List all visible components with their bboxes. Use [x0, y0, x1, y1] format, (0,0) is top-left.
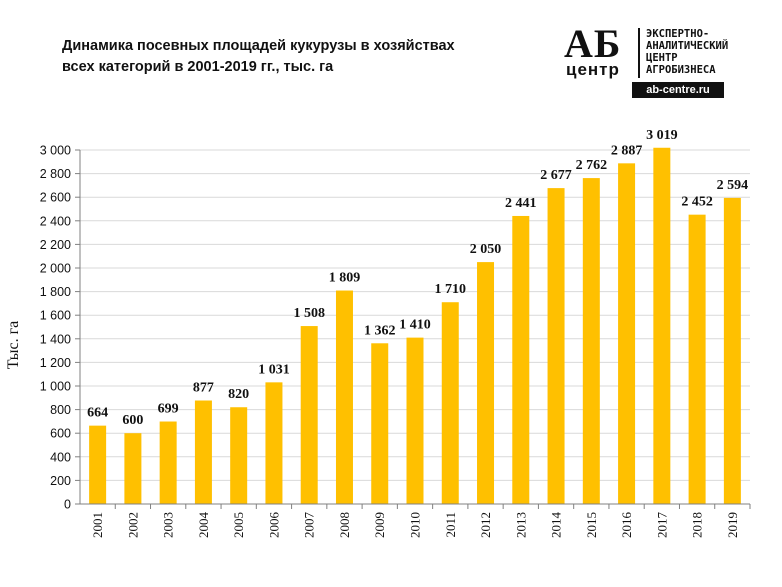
data-label-2003: 699 — [158, 402, 179, 417]
data-label-2018: 2 452 — [681, 195, 713, 210]
y-tick-labels: 0 200 400 600 800 1 000 1 200 1 400 1 600 1 800 2 … — [40, 144, 71, 512]
bars — [89, 147, 741, 505]
data-label-2002: 600 — [122, 413, 143, 428]
bar-2002 — [124, 433, 142, 504]
bar-2016 — [618, 163, 636, 505]
bar-2009 — [371, 343, 389, 504]
data-label-2011: 1 710 — [435, 282, 467, 297]
y-tick-label: 400 — [50, 450, 71, 464]
chart-title: Динамика посевных площадей кукурузы в хо… — [62, 36, 502, 78]
y-tick-label: 2 600 — [40, 191, 71, 205]
x-tick-label: 2018 — [690, 512, 705, 538]
data-label-2005: 820 — [228, 387, 249, 402]
bar-2010 — [406, 337, 424, 504]
data-label-2015: 2 762 — [576, 158, 608, 173]
y-tick-label: 200 — [50, 474, 71, 488]
y-tick-label: 1 200 — [40, 356, 71, 370]
x-tick-label: 2004 — [196, 512, 211, 539]
bar-2011 — [441, 302, 459, 504]
y-tick-label: 0 — [64, 498, 71, 512]
x-tick-label: 2015 — [584, 512, 599, 538]
axes — [75, 149, 751, 509]
logo-tagline-line: ЦЕНТР — [646, 52, 678, 64]
y-tick-label: 600 — [50, 427, 71, 441]
bar-2004 — [194, 400, 212, 504]
data-label-2004: 877 — [193, 381, 214, 396]
logo-url: ab-centre.ru — [632, 82, 724, 98]
logo-divider — [638, 28, 640, 78]
x-tick-label: 2002 — [125, 512, 140, 538]
y-tick-label: 1 800 — [40, 285, 71, 299]
x-tick-label: 2013 — [513, 512, 528, 538]
logo-tagline-line: АГРОБИЗНЕСА — [646, 64, 716, 76]
x-tick-label: 2012 — [478, 512, 493, 538]
chart-title-line-2: всех категорий в 2001-2019 гг., тыс. га — [62, 59, 334, 75]
y-tick-label: 2 200 — [40, 238, 71, 252]
x-tick-label: 2017 — [654, 512, 669, 539]
data-label-2007: 1 508 — [293, 306, 325, 321]
bar-2019 — [723, 197, 741, 504]
data-labels: 664 600 699 877 820 1 031 1 508 1 809 1 362 1 410… — [87, 128, 748, 428]
bar-2013 — [512, 215, 530, 504]
data-label-2017: 3 019 — [646, 128, 678, 143]
logo-tagline-line: ЭКСПЕРТНО- — [646, 28, 710, 40]
bar-2017 — [653, 147, 671, 504]
x-tick-label: 2006 — [266, 512, 281, 539]
bar-2006 — [265, 382, 283, 504]
chart-title-line-1: Динамика посевных площадей кукурузы в хо… — [62, 38, 455, 54]
x-tick-label: 2008 — [337, 512, 352, 538]
logo-tagline-line: АНАЛИТИЧЕСКИЙ — [646, 40, 729, 52]
y-tick-label: 1 400 — [40, 332, 71, 346]
x-tick-label: 2005 — [231, 512, 246, 538]
logo-tagline: ЭКСПЕРТНО- АНАЛИТИЧЕСКИЙ ЦЕНТР АГРОБИЗНЕ… — [646, 28, 728, 76]
y-tick-label: 2 000 — [40, 262, 71, 276]
x-tick-label: 2019 — [725, 512, 740, 538]
x-tick-label: 2011 — [443, 512, 458, 538]
data-label-2014: 2 677 — [540, 168, 572, 183]
bar-2014 — [547, 188, 565, 504]
bar-2005 — [230, 407, 248, 504]
x-tick-label: 2014 — [549, 512, 564, 539]
bar-2018 — [688, 214, 706, 504]
y-tick-label: 3 000 — [40, 144, 71, 158]
y-tick-label: 1 600 — [40, 309, 71, 323]
bar-2003 — [159, 421, 177, 504]
bar-2012 — [477, 262, 495, 504]
y-tick-label: 2 800 — [40, 167, 71, 181]
logo-sub: центр — [566, 60, 620, 79]
data-label-2008: 1 809 — [329, 271, 361, 286]
x-tick-labels: 2001 2002 2003 2004 2005 2006 2007 2008 2009 2010… — [90, 512, 740, 539]
x-tick-label: 2007 — [302, 512, 317, 539]
x-tick-label: 2016 — [619, 512, 634, 539]
x-tick-label: 2003 — [161, 512, 176, 538]
x-tick-label: 2001 — [90, 512, 105, 538]
bar-2007 — [300, 326, 318, 504]
logo-mark: АБ — [564, 21, 622, 66]
bar-2001 — [89, 425, 107, 504]
data-label-2001: 664 — [87, 406, 108, 421]
bar-2015 — [582, 178, 600, 505]
data-label-2012: 2 050 — [470, 242, 502, 257]
data-label-2013: 2 441 — [505, 196, 537, 211]
x-tick-label: 2009 — [372, 512, 387, 538]
bar-2008 — [335, 290, 353, 504]
data-label-2016: 2 887 — [611, 143, 643, 158]
data-label-2009: 1 362 — [364, 323, 396, 338]
x-tick-label: 2010 — [408, 512, 423, 538]
y-axis-label: Тыс. га — [5, 321, 22, 370]
y-tick-label: 800 — [50, 403, 71, 417]
ab-centre-logo: АБ центр ЭКСПЕРТНО- АНАЛИТИЧЕСКИЙ ЦЕНТР … — [562, 21, 767, 102]
data-label-2010: 1 410 — [399, 318, 431, 333]
y-tick-label: 2 400 — [40, 214, 71, 228]
y-tick-label: 1 000 — [40, 380, 71, 394]
data-label-2006: 1 031 — [258, 362, 290, 377]
data-label-2019: 2 594 — [717, 178, 749, 193]
